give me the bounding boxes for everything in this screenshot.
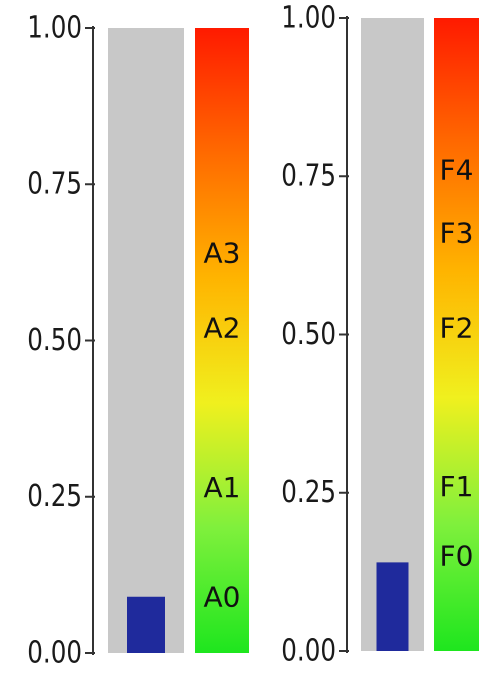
gauge-track	[361, 18, 424, 651]
y-tick-label: 0.00	[27, 636, 82, 670]
y-tick-label: 0.50	[27, 324, 82, 358]
severity-scale-strip	[434, 18, 479, 651]
scale-level-label: A3	[204, 237, 241, 270]
gauge-track	[108, 28, 184, 653]
y-tick-label: 0.75	[281, 159, 336, 193]
y-tick-label: 0.75	[27, 167, 82, 201]
scale-level-label: F2	[440, 312, 474, 345]
y-tick-label: 1.00	[281, 1, 336, 35]
scale-level-label: A1	[204, 471, 241, 504]
y-tick-label: 0.25	[27, 480, 82, 514]
gauge-value-bar	[127, 596, 165, 653]
scale-level-label: F0	[440, 540, 474, 573]
scale-level-label: A2	[204, 312, 241, 345]
gauge-value-bar	[376, 562, 409, 651]
scale-level-label: A0	[204, 580, 241, 613]
scale-level-label: F1	[440, 470, 474, 503]
y-tick-label: 0.50	[281, 318, 336, 352]
scale-level-label: F4	[440, 153, 474, 186]
y-tick-label: 1.00	[27, 11, 82, 45]
y-tick-label: 0.25	[281, 476, 336, 510]
scale-level-label: F3	[440, 217, 474, 250]
gauge-panel-1: 0.00 0.25 0.50 0.75 1.00 A0 A1 A2 A3	[27, 11, 249, 670]
y-tick-label: 0.00	[281, 634, 336, 668]
gauge-panel-2: 0.00 0.25 0.50 0.75 1.00 F0 F1 F2 F3 F4	[281, 1, 479, 668]
severity-scale-strip	[195, 28, 249, 653]
